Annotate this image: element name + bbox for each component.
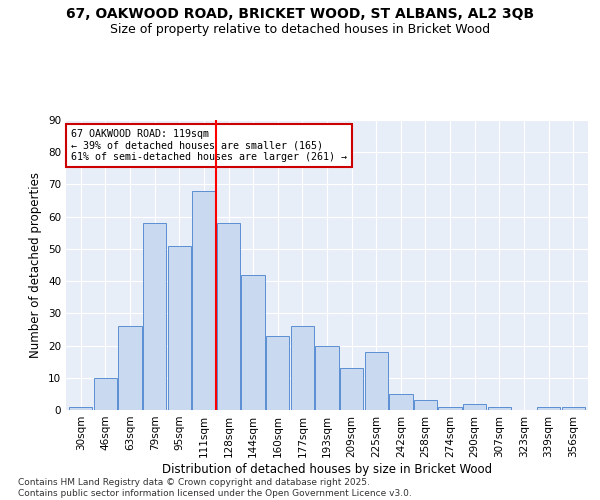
Bar [488, 407, 511, 410]
Bar [562, 407, 585, 410]
Bar [365, 352, 388, 410]
Bar [192, 191, 215, 410]
Bar [290, 326, 314, 410]
Text: Size of property relative to detached houses in Bricket Wood: Size of property relative to detached ho… [110, 22, 490, 36]
Text: 67, OAKWOOD ROAD, BRICKET WOOD, ST ALBANS, AL2 3QB: 67, OAKWOOD ROAD, BRICKET WOOD, ST ALBAN… [66, 8, 534, 22]
Bar [143, 223, 166, 410]
Bar [266, 336, 289, 410]
Bar [69, 407, 92, 410]
Y-axis label: Number of detached properties: Number of detached properties [29, 172, 43, 358]
Bar [316, 346, 338, 410]
X-axis label: Distribution of detached houses by size in Bricket Wood: Distribution of detached houses by size … [162, 462, 492, 475]
Bar [167, 246, 191, 410]
Text: Contains HM Land Registry data © Crown copyright and database right 2025.
Contai: Contains HM Land Registry data © Crown c… [18, 478, 412, 498]
Bar [241, 274, 265, 410]
Bar [217, 223, 240, 410]
Bar [463, 404, 487, 410]
Text: 67 OAKWOOD ROAD: 119sqm
← 39% of detached houses are smaller (165)
61% of semi-d: 67 OAKWOOD ROAD: 119sqm ← 39% of detache… [71, 128, 347, 162]
Bar [340, 368, 364, 410]
Bar [537, 407, 560, 410]
Bar [94, 378, 117, 410]
Bar [389, 394, 413, 410]
Bar [439, 407, 462, 410]
Bar [118, 326, 142, 410]
Bar [414, 400, 437, 410]
